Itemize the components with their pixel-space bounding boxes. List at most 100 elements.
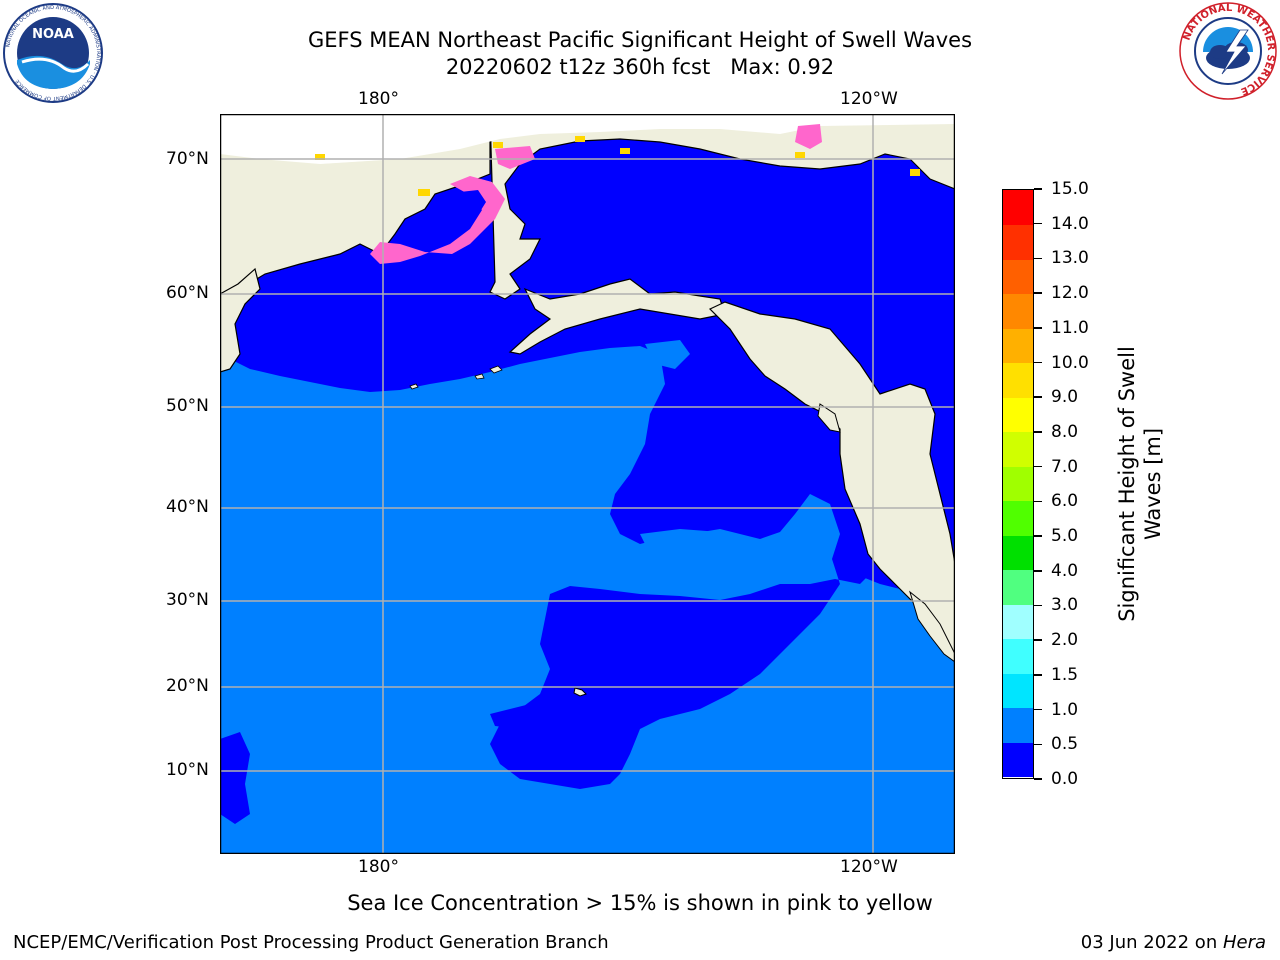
- colorbar-tick-label: 14.0: [1051, 213, 1089, 234]
- colorbar-tick-mark: [1034, 674, 1042, 676]
- lon-label-top-180: 180°: [358, 89, 399, 109]
- colorbar-tick-label: 4.0: [1051, 560, 1079, 581]
- colorbar-tick-label: 5.0: [1051, 526, 1079, 547]
- colorbar-tick-label: 13.0: [1051, 248, 1089, 269]
- land-aleutians: [409, 365, 503, 390]
- colorbar-tick-label: 8.0: [1051, 421, 1079, 442]
- colorbar-segment: [1003, 604, 1033, 640]
- lon-label-bottom-120w: 120°W: [840, 857, 898, 877]
- nws-logo: NATIONAL WEATHER SERVICE: [1179, 2, 1277, 100]
- noaa-logo: NOAA NATIONAL OCEANIC AND ATMOSPHERIC AD…: [3, 3, 103, 103]
- lon-label-bottom-180: 180°: [358, 857, 399, 877]
- colorbar-tick-mark: [1034, 778, 1042, 780]
- lat-label-60n: 60°N: [166, 283, 209, 303]
- land-baja: [909, 590, 955, 663]
- colorbar-tick-label: 0.5: [1051, 734, 1079, 755]
- colorbar-segment: [1003, 362, 1033, 398]
- colorbar-segment: [1003, 638, 1033, 674]
- sea-ice-yellow-7: [493, 142, 503, 148]
- colorbar-tick-label: 10.0: [1051, 352, 1089, 373]
- colorbar-label: Significant Height of Swell Waves [m]: [1114, 346, 1166, 622]
- colorbar-tick-label: 1.5: [1051, 664, 1079, 685]
- sea-ice-yellow-5: [910, 169, 920, 176]
- swell-map: [220, 114, 955, 854]
- lat-label-30n: 30°N: [166, 590, 209, 610]
- land-hawaii: [573, 687, 587, 697]
- colorbar-segment: [1003, 397, 1033, 433]
- colorbar-segment: [1003, 190, 1033, 226]
- colorbar-tick-label: 3.0: [1051, 595, 1079, 616]
- map-frame: [220, 114, 955, 854]
- map-subtitle: 20220602 t12z 360h fcst Max: 0.92: [445, 55, 835, 79]
- lat-label-50n: 50°N: [166, 396, 209, 416]
- footer-date: 03 Jun 2022 on: [1080, 932, 1223, 953]
- colorbar-tick-mark: [1034, 396, 1042, 398]
- sea-ice-beaufort: [795, 124, 822, 149]
- colorbar-segment: [1003, 328, 1033, 364]
- colorbar-tick-mark: [1034, 431, 1042, 433]
- colorbar-segment: [1003, 500, 1033, 536]
- colorbar-segment: [1003, 707, 1033, 743]
- colorbar-segment: [1003, 673, 1033, 709]
- land-alaska-peninsula: [508, 278, 726, 355]
- colorbar-segment: [1003, 431, 1033, 467]
- swell-0-05-south-tail: [490, 699, 580, 729]
- colorbar-tick-mark: [1034, 361, 1042, 364]
- colorbar-tick-mark: [1034, 604, 1042, 607]
- colorbar-tick-label: 0.0: [1051, 769, 1079, 789]
- sea-ice-bering-inner: [446, 190, 486, 234]
- map-gridlines: [220, 114, 955, 854]
- colorbar-tick-label: 2.0: [1051, 630, 1079, 651]
- colorbar-label-line2: Waves [m]: [1141, 427, 1165, 541]
- map-title: GEFS MEAN Northeast Pacific Significant …: [307, 28, 973, 52]
- arctic-water: [220, 114, 955, 164]
- land-vancouver-island: [817, 403, 841, 433]
- sea-ice-yellow-6: [795, 152, 805, 158]
- sea-ice-caption: Sea Ice Concentration > 15% is shown in …: [347, 891, 933, 915]
- lon-label-top-120w: 120°W: [840, 89, 898, 109]
- sea-ice-yellow-1: [575, 136, 585, 142]
- lat-label-40n: 40°N: [166, 497, 209, 517]
- colorbar-segment: [1003, 259, 1033, 295]
- colorbar-tick-mark: [1034, 570, 1042, 572]
- colorbar-tick-label: 15.0: [1051, 179, 1089, 199]
- colorbar-segment: [1003, 535, 1033, 571]
- colorbar-segment: [1003, 569, 1033, 605]
- colorbar-segment: [1003, 224, 1033, 260]
- swell-05-1-patch-d: [640, 529, 780, 576]
- colorbar-tick-label: 1.0: [1051, 699, 1079, 720]
- land-alaska: [489, 114, 955, 300]
- lat-label-20n: 20°N: [166, 676, 209, 696]
- swell-05-1-patch-c: [645, 340, 690, 369]
- sea-ice-bering: [370, 176, 505, 264]
- swell-0-05-west-patch: [220, 732, 250, 824]
- sea-ice-yellow-2: [620, 148, 630, 154]
- colorbar-tick-label: 11.0: [1051, 317, 1089, 338]
- colorbar-segment: [1003, 466, 1033, 502]
- land-north-america: [708, 189, 955, 660]
- colorbar: [1002, 189, 1034, 779]
- colorbar-tick-label: 12.0: [1051, 283, 1089, 304]
- sea-ice-chukchi: [495, 146, 535, 169]
- colorbar-tick-mark: [1034, 257, 1042, 260]
- colorbar-tick-mark: [1034, 188, 1042, 190]
- colorbar-tick-mark: [1034, 708, 1042, 711]
- lat-label-70n: 70°N: [166, 149, 209, 169]
- colorbar-tick-mark: [1034, 500, 1042, 503]
- colorbar-tick-mark: [1034, 292, 1042, 294]
- colorbar-tick-label: 9.0: [1051, 387, 1079, 408]
- colorbar-tick-mark: [1034, 639, 1042, 641]
- colorbar-tick-mark: [1034, 535, 1042, 537]
- lat-label-10n: 10°N: [166, 760, 209, 780]
- colorbar-tick-mark: [1034, 465, 1042, 468]
- swell-05-1-patch-a: [505, 354, 640, 484]
- colorbar-tick-label: 6.0: [1051, 491, 1079, 512]
- swell-05-1-patch-b: [490, 414, 520, 459]
- colorbar-tick-label: 7.0: [1051, 456, 1079, 477]
- colorbar-tick-mark: [1034, 743, 1042, 746]
- noaa-logo-text: NOAA: [32, 27, 74, 42]
- colorbar-tick-mark: [1034, 222, 1042, 225]
- colorbar-segment: [1003, 742, 1033, 778]
- colorbar-label-line1: Significant Height of Swell: [1115, 346, 1139, 622]
- footer-right: 03 Jun 2022 on Hera: [1081, 932, 1266, 953]
